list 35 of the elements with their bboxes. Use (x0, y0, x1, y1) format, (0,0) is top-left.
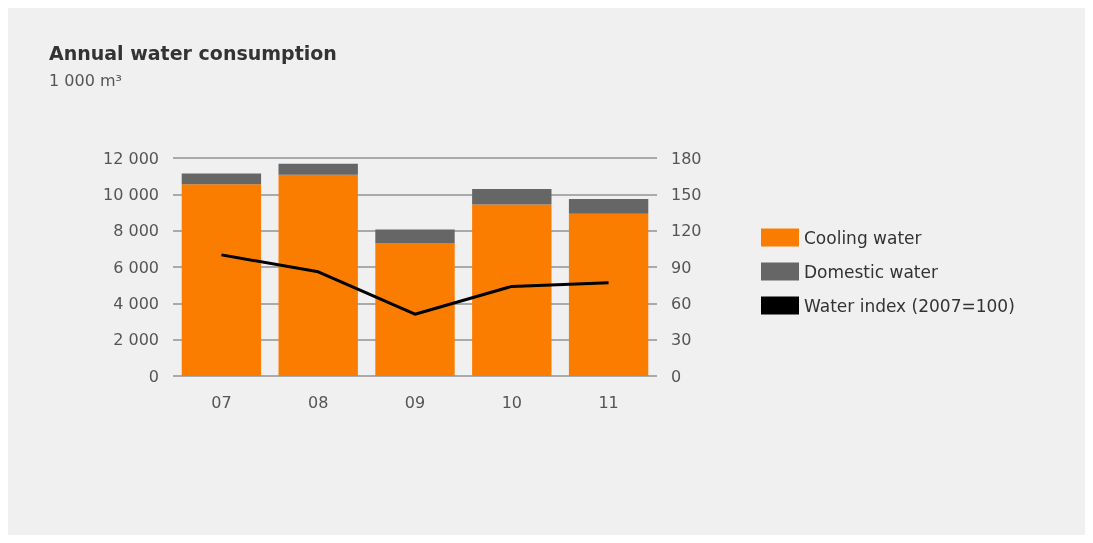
y2-tick-label: 90 (671, 257, 692, 277)
y-tick-label: 4 000 (113, 293, 159, 313)
x-tick-label: 11 (598, 392, 619, 412)
bar (375, 229, 455, 244)
bar (472, 204, 552, 376)
y-tick-label: 8 000 (113, 221, 159, 241)
y-tick-label: 6 000 (113, 257, 159, 277)
bar (181, 173, 262, 185)
y-tick-label: 0 (148, 366, 159, 386)
x-tick-label: 10 (501, 392, 522, 412)
y2-tick-label: 120 (671, 221, 702, 241)
y2-tick-label: 30 (671, 330, 692, 350)
legend-label: Cooling water (804, 227, 922, 248)
bar (472, 189, 552, 205)
y-tick-label: 2 000 (113, 330, 159, 350)
bar (568, 199, 649, 214)
x-tick-label: 07 (211, 392, 232, 412)
y-tick-label: 10 000 (103, 184, 159, 204)
y2-tick-label: 60 (671, 293, 692, 313)
bar (278, 174, 358, 376)
bar (375, 243, 455, 376)
x-tick-label: 09 (404, 392, 426, 412)
legend-label: Water index (2007=100) (804, 295, 1015, 316)
y2-tick-label: 150 (671, 184, 702, 204)
chart-subtitle: 1 000 m³ (49, 70, 122, 90)
x-tick-label: 08 (308, 392, 329, 412)
chart-title: Annual water consumption (49, 41, 337, 64)
legend-label: Domestic water (804, 261, 938, 282)
y2-tick-label: 180 (671, 148, 702, 168)
y-tick-label: 12 000 (103, 148, 159, 168)
bar (568, 213, 649, 376)
line-series (219, 253, 611, 316)
y2-tick-label: 0 (671, 366, 682, 386)
bar (181, 184, 262, 376)
bar (278, 163, 358, 175)
